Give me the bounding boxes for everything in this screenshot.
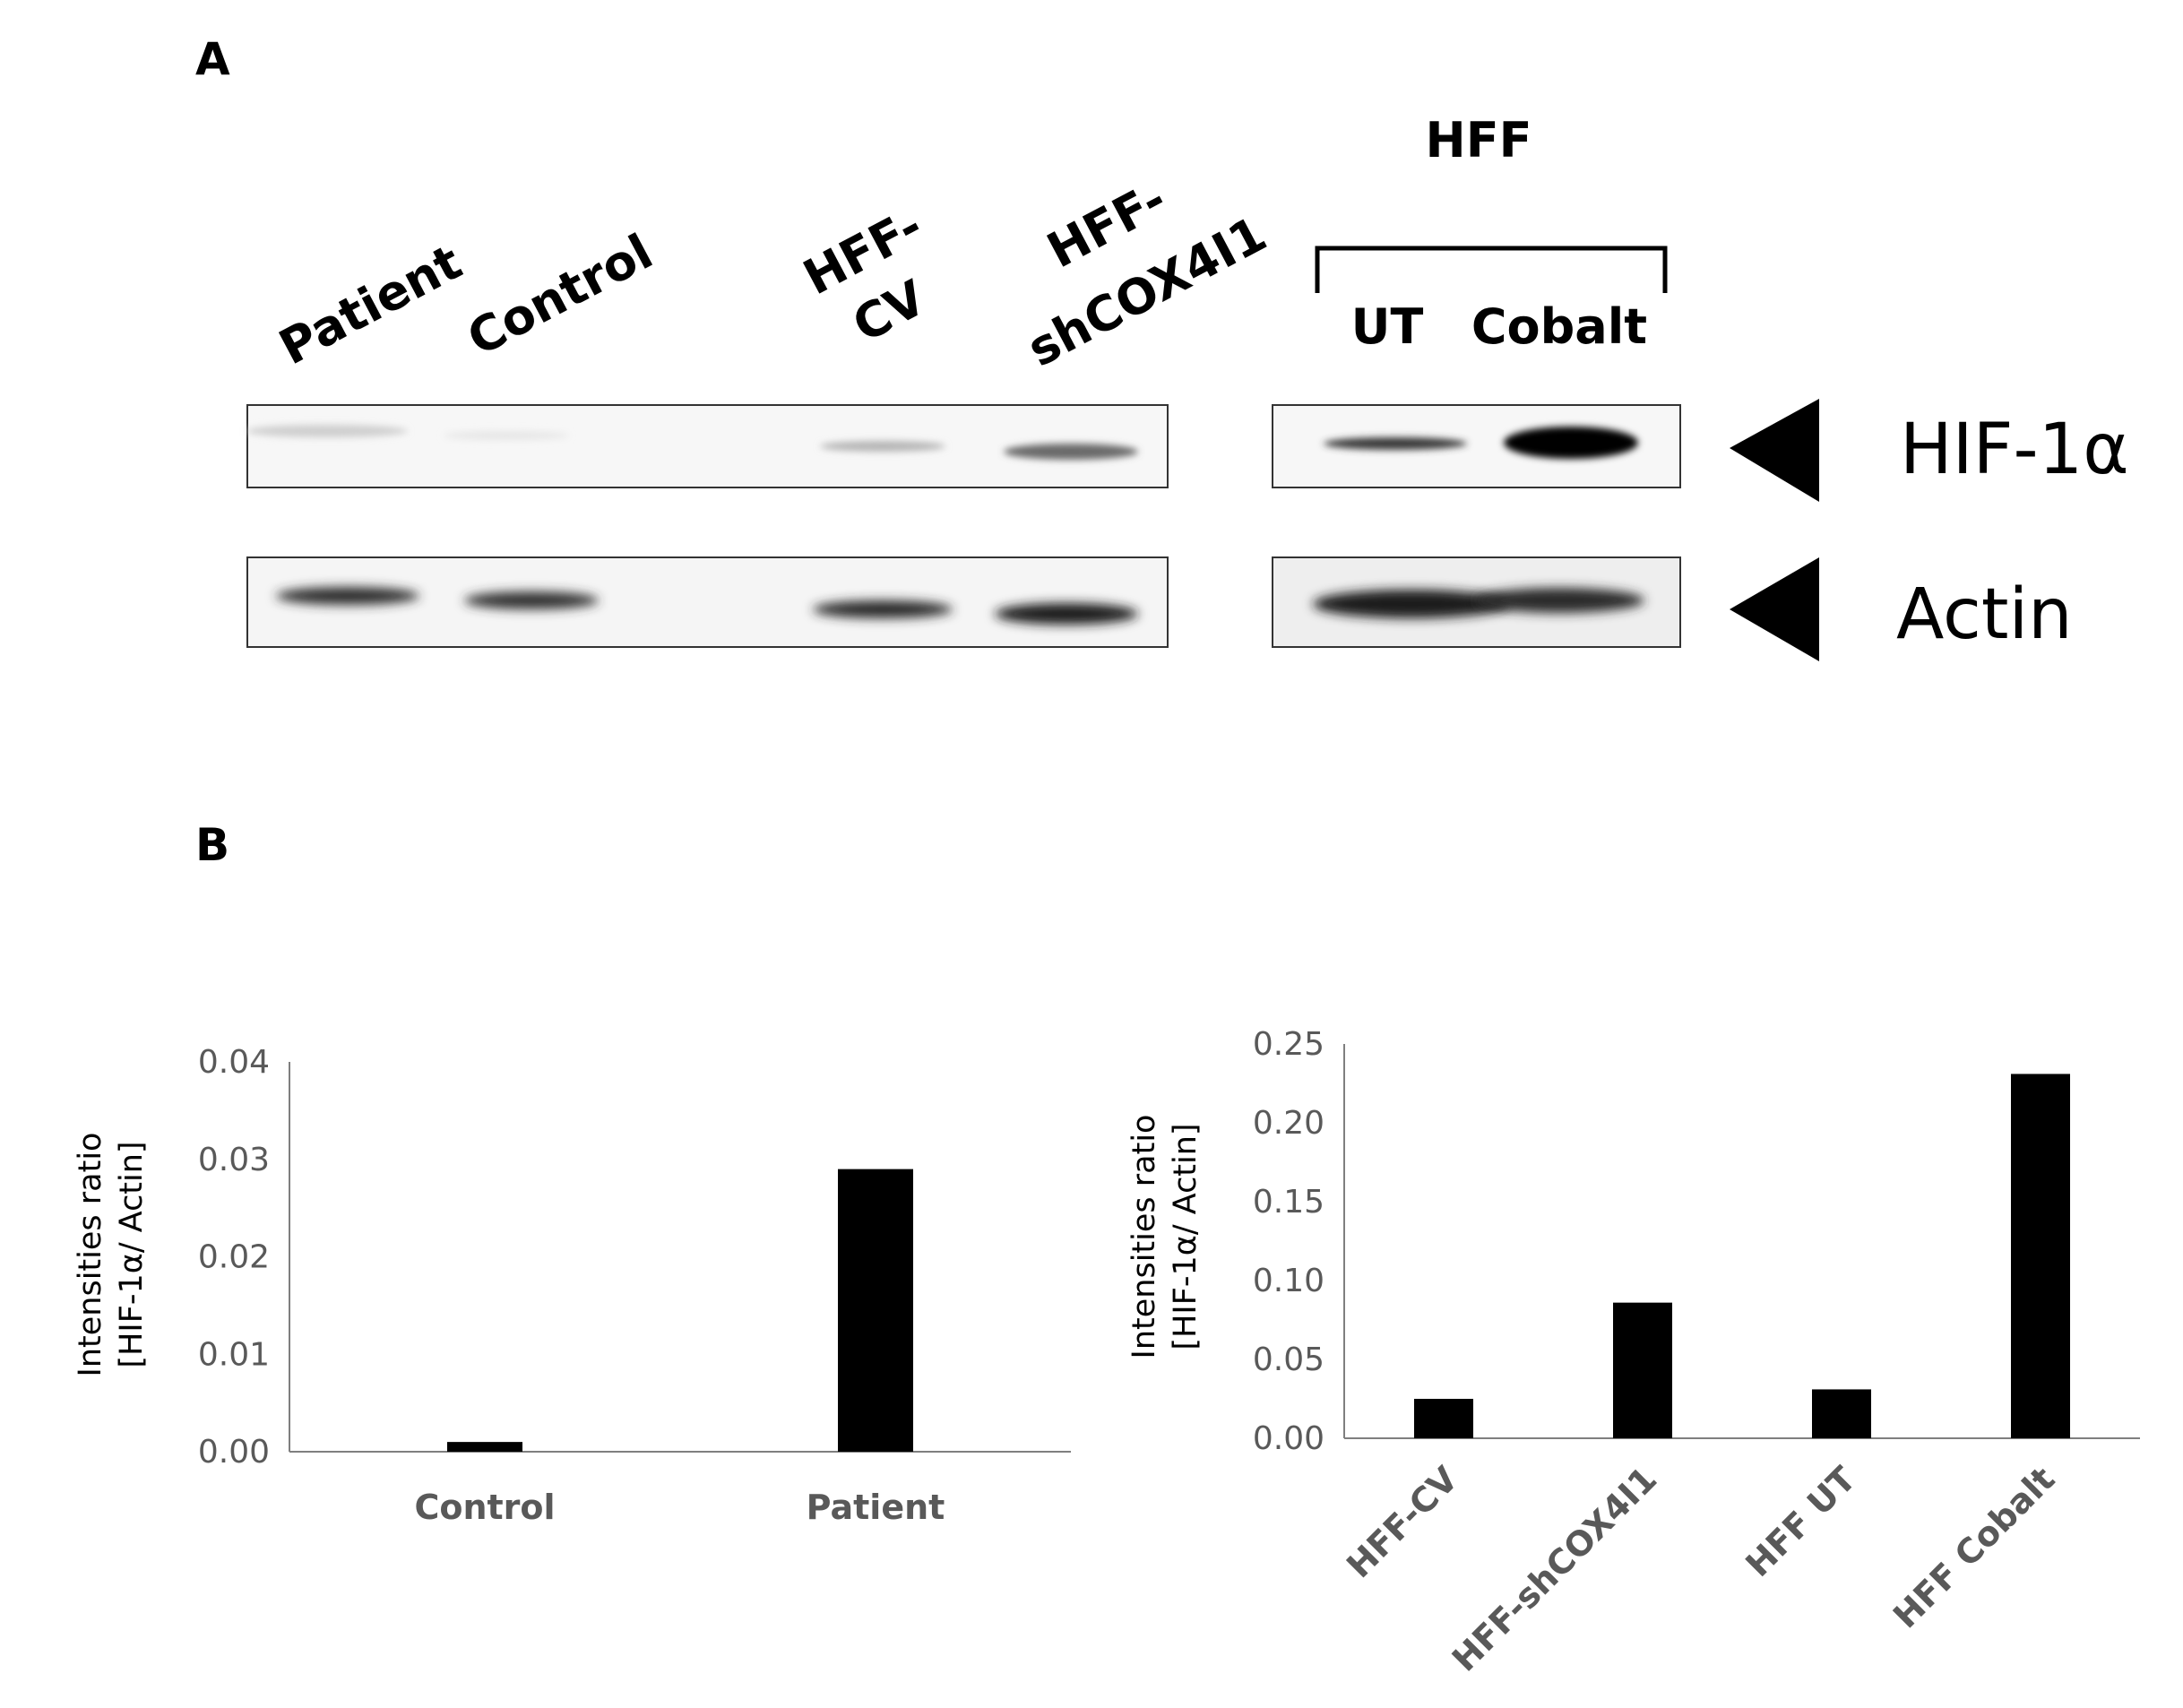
x-category-label: Control: [414, 1488, 555, 1527]
chart-patient-vs-control: Intensities ratio [HIF-1α/ Actin] 0.00 0.…: [73, 1044, 1071, 1527]
y-tick-label: 0.04: [198, 1044, 270, 1081]
blot-actin-left: [246, 556, 1169, 648]
group-label-hff: HFF: [1426, 112, 1532, 168]
band-hif1a-hff-shcox4i1: [1004, 444, 1138, 460]
y-tick-label: 0.02: [198, 1239, 270, 1276]
band-label-actin: Actin: [1896, 574, 2073, 655]
band-actin-hff-shcox4i1: [995, 603, 1138, 625]
y-tick-label: 0.10: [1253, 1263, 1324, 1299]
blot-actin-right: [1272, 556, 1681, 648]
x-category-label: HFF UT: [1739, 1459, 1864, 1584]
band-actin-control: [464, 591, 599, 609]
bar: [447, 1442, 522, 1452]
band-actin-patient: [276, 587, 419, 605]
x-category-label: HFF Cobalt: [1885, 1459, 2062, 1635]
bar: [1613, 1302, 1672, 1438]
lane-label-ut: UT: [1351, 298, 1424, 355]
y-tick-label: 0.00: [1253, 1420, 1324, 1457]
lane-label-patient: Patient: [271, 234, 471, 376]
band-actin-hff-cv: [813, 600, 953, 618]
band-actin-ut: [1313, 590, 1510, 618]
y-tick-label: 0.20: [1253, 1105, 1324, 1142]
blot-hif1a-right: [1272, 404, 1681, 488]
band-label-hif1a: HIF-1α: [1900, 410, 2129, 490]
bar: [838, 1169, 913, 1452]
y-tick-label: 0.25: [1253, 1026, 1324, 1063]
y-axis-title-line1: Intensities ratio: [1126, 1115, 1162, 1359]
y-tick-label: 0.05: [1253, 1341, 1324, 1378]
bar: [1812, 1389, 1871, 1438]
y-tick-label: 0.15: [1253, 1184, 1324, 1221]
band-actin-cobalt: [1474, 588, 1644, 613]
lane-label-control: Control: [459, 223, 662, 367]
group-bracket: [1315, 246, 1668, 293]
band-hif1a-ut: [1324, 437, 1467, 450]
arrowhead-actin: [1730, 557, 1819, 661]
bar: [1414, 1399, 1473, 1438]
y-axis-title-line1: Intensities ratio: [73, 1133, 108, 1377]
band-hif1a-cobalt: [1504, 427, 1638, 459]
chart-hff-conditions: Intensities ratio [HIF-1α/ Actin] 0.00 0.…: [1126, 1026, 2140, 1679]
bar: [2011, 1074, 2070, 1438]
arrowhead-hif1a: [1730, 399, 1819, 502]
panel-b-label: B: [195, 819, 229, 871]
y-tick-label: 0.03: [198, 1142, 270, 1178]
lane-label-cobalt: Cobalt: [1471, 298, 1647, 355]
x-category-label: Patient: [807, 1488, 945, 1527]
band-hif1a-hff-cv: [820, 441, 945, 452]
y-axis-title-line2: [HIF-1α/ Actin]: [1168, 1123, 1204, 1350]
panel-a-label: A: [195, 33, 230, 85]
x-category-label: HFF-shCOX4I1: [1445, 1459, 1664, 1678]
x-category-label: HFF-CV: [1339, 1459, 1466, 1586]
y-tick-label: 0.01: [198, 1336, 270, 1373]
y-tick-label: 0.00: [198, 1434, 270, 1471]
blot-hif1a-left: [246, 404, 1169, 488]
y-axis-title-line2: [HIF-1α/ Actin]: [114, 1141, 150, 1367]
band-hif1a-patient: [246, 425, 408, 437]
band-hif1a-control: [444, 431, 569, 440]
